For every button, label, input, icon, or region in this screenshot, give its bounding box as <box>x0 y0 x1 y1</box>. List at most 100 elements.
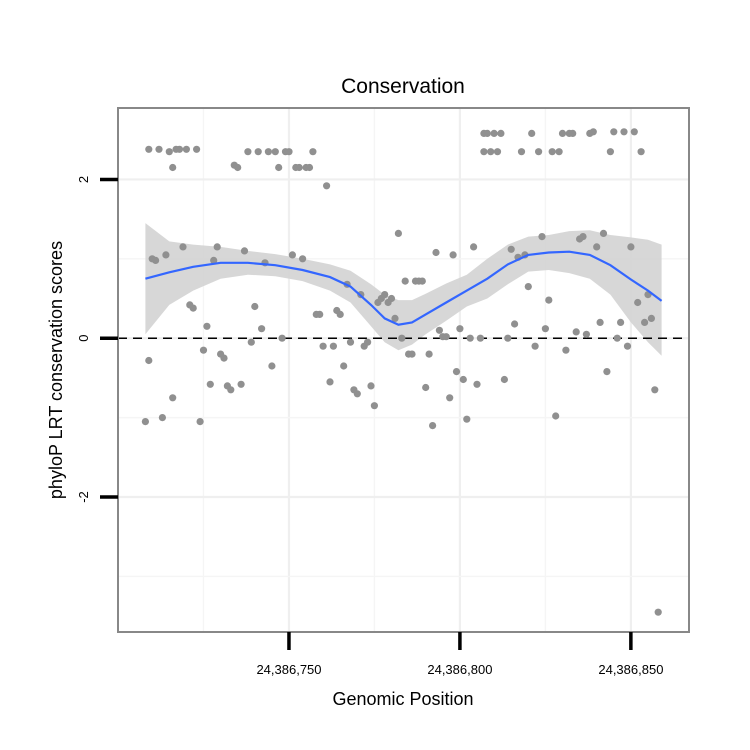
data-point <box>545 296 553 304</box>
data-point <box>367 382 375 390</box>
data-point <box>346 338 355 346</box>
data-point <box>268 362 276 370</box>
data-point <box>528 129 536 137</box>
data-point <box>569 129 577 137</box>
data-point <box>251 302 259 311</box>
data-point <box>552 412 560 420</box>
data-point <box>466 334 474 342</box>
data-point <box>579 233 587 241</box>
data-point <box>480 148 488 156</box>
data-point <box>169 163 177 172</box>
data-point <box>422 383 430 392</box>
data-point <box>182 145 190 153</box>
data-point <box>497 129 505 137</box>
data-point <box>285 148 293 156</box>
data-point <box>305 163 314 172</box>
data-point <box>299 255 307 263</box>
data-point <box>541 325 550 333</box>
data-point <box>336 310 344 318</box>
data-point <box>596 318 604 326</box>
data-point <box>623 342 632 350</box>
data-point <box>630 128 638 136</box>
data-point <box>193 145 201 153</box>
data-point <box>562 346 570 354</box>
x-tick-label: 24,386,750 <box>256 662 321 677</box>
confidence-ribbon <box>145 223 662 356</box>
data-point <box>535 148 543 156</box>
data-point <box>152 256 160 264</box>
data-point <box>244 148 252 156</box>
data-point <box>316 310 324 318</box>
data-point <box>398 334 406 342</box>
data-point <box>387 294 396 303</box>
data-point <box>237 380 245 388</box>
data-point <box>517 148 526 156</box>
data-point <box>309 148 317 156</box>
data-point <box>651 386 659 394</box>
data-point <box>432 248 440 257</box>
data-point <box>449 251 457 259</box>
data-point <box>463 415 471 423</box>
data-point <box>429 422 437 430</box>
data-point <box>446 394 454 402</box>
data-point <box>323 182 331 190</box>
data-point <box>637 148 645 156</box>
data-point <box>288 251 296 259</box>
data-point <box>599 229 608 237</box>
data-point <box>145 145 153 153</box>
data-point <box>329 342 337 350</box>
data-point <box>158 414 166 422</box>
data-point <box>220 354 228 362</box>
data-point <box>175 145 184 153</box>
data-point <box>155 145 163 153</box>
data-point <box>199 346 208 354</box>
data-point <box>264 148 272 156</box>
data-point <box>456 325 464 333</box>
chart-title: Conservation <box>341 75 465 98</box>
data-point <box>493 148 502 156</box>
data-point <box>179 243 187 251</box>
data-point <box>165 148 173 156</box>
y-tick-label: 0 <box>76 335 91 342</box>
x-axis-title: Genomic Position <box>332 689 473 709</box>
data-point <box>435 326 443 334</box>
data-point <box>391 314 399 322</box>
data-point <box>240 247 249 255</box>
data-point <box>189 304 197 312</box>
data-point <box>326 378 334 386</box>
data-point <box>627 243 635 251</box>
data-point <box>500 375 508 384</box>
data-point <box>504 334 512 342</box>
data-point <box>487 148 495 156</box>
data-point <box>490 129 498 137</box>
y-axis-title: phyloP LRT conservation scores <box>46 241 66 499</box>
data-point <box>319 342 327 350</box>
data-point <box>370 402 378 410</box>
data-point <box>470 243 478 251</box>
panel-background <box>118 108 689 632</box>
data-point <box>381 291 389 299</box>
data-point <box>442 333 450 341</box>
data-point <box>145 356 153 365</box>
data-point <box>634 298 642 307</box>
data-point <box>510 320 519 328</box>
data-point <box>141 418 149 426</box>
data-point <box>203 322 211 330</box>
data-point <box>613 334 621 342</box>
data-point <box>234 163 242 172</box>
data-point <box>408 350 416 358</box>
data-point <box>620 128 628 136</box>
data-point <box>452 368 461 376</box>
x-tick-label: 24,386,850 <box>598 662 663 677</box>
data-point <box>459 375 467 384</box>
data-point <box>647 314 656 322</box>
data-point <box>271 148 279 156</box>
data-point <box>254 148 262 156</box>
data-point <box>196 418 204 426</box>
data-point <box>582 330 591 338</box>
data-point <box>641 318 649 326</box>
data-point <box>162 251 170 259</box>
y-tick-label: 2 <box>76 176 91 183</box>
data-point <box>473 380 481 388</box>
